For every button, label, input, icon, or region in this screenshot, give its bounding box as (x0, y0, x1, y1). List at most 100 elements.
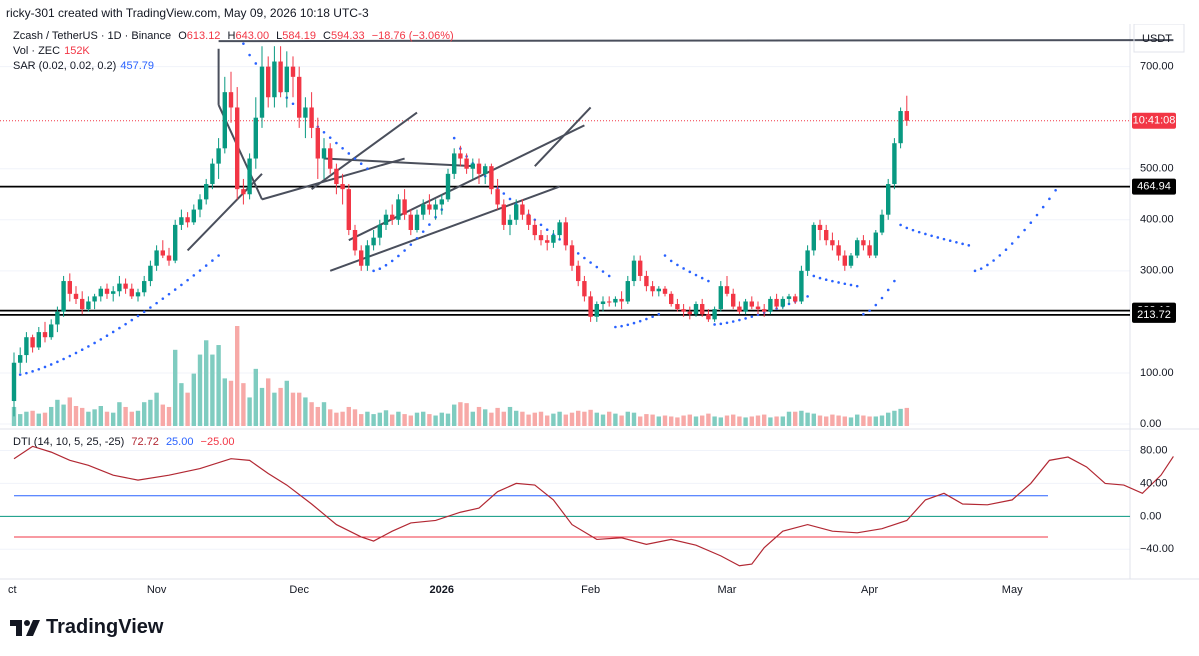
sar-dot (155, 301, 158, 305)
sar-dot (242, 42, 245, 45)
candle-body (222, 92, 227, 149)
volume-bar (123, 406, 128, 426)
sar-dot (397, 254, 400, 258)
volume-bar (731, 414, 736, 426)
volume-bar (464, 403, 469, 426)
sar-dot (744, 317, 747, 320)
sar-dot (589, 261, 592, 264)
sar-dot (905, 226, 909, 230)
candle-body (607, 301, 612, 303)
sar-dot (1017, 235, 1020, 239)
volume-bar (718, 417, 723, 426)
candle-body (55, 311, 60, 325)
sar-dot (576, 252, 580, 255)
brand-name: TradingView (46, 616, 164, 638)
candle-body (873, 232, 878, 256)
level-badge: 213.72 (1137, 309, 1171, 321)
candle-body (210, 163, 215, 185)
sar-dot (508, 197, 512, 201)
candle-body (830, 240, 835, 246)
sar-dot (99, 338, 103, 341)
sar-dot (626, 323, 630, 327)
trendline (218, 39, 1174, 43)
candle-body (185, 217, 190, 223)
volume-bar (631, 412, 637, 426)
candle-body (309, 107, 314, 128)
candle-body (377, 224, 382, 238)
candle-body (228, 92, 234, 108)
candle-body (495, 189, 500, 205)
volume-bar (129, 411, 134, 426)
sar-dot (806, 295, 809, 298)
volume-bar (92, 409, 97, 426)
candle-body (817, 224, 823, 230)
volume-bar (278, 387, 283, 426)
candle-body (718, 286, 723, 310)
sar-dot (403, 249, 406, 252)
sar-dot (731, 320, 735, 323)
level-badge: 464.94 (1137, 181, 1171, 193)
candle-body (365, 245, 370, 266)
candle-body (526, 214, 531, 225)
volume-bar (867, 416, 872, 426)
legend-symbol[interactable]: Zcash / TetherUS · 1D · Binance (13, 30, 172, 42)
candle-body (731, 293, 736, 307)
sar-dot (1048, 197, 1051, 201)
candle-body (855, 240, 860, 256)
sar-dot (25, 371, 28, 375)
sar-dot (812, 274, 816, 278)
candle-body (675, 304, 680, 310)
volume-bar (588, 409, 593, 426)
volume-bar (396, 411, 401, 426)
volume-bar (259, 387, 265, 426)
legend-low: 584.19 (282, 30, 316, 42)
sar-dot (669, 259, 673, 263)
candle-body (638, 260, 643, 276)
volume-bar (117, 402, 122, 426)
volume-bar (24, 411, 29, 426)
candle-body (197, 199, 203, 210)
volume-bar (290, 392, 296, 426)
sar-dot (874, 303, 878, 307)
sar-dot (18, 373, 22, 376)
sar-dot (992, 259, 995, 262)
time-label: Apr (861, 584, 878, 596)
volume-bar (551, 413, 556, 426)
candle-body (30, 337, 35, 348)
volume-bar (328, 409, 333, 426)
sar-dot (335, 141, 338, 145)
volume-bar (321, 402, 327, 426)
volume-bar (476, 406, 482, 426)
volume-bar (445, 413, 451, 426)
candle-body (390, 214, 395, 220)
candle-body (340, 184, 345, 190)
sar-dot (614, 325, 617, 329)
volume-bar (371, 414, 376, 426)
volume-bar (228, 380, 234, 426)
volume-bar (148, 399, 153, 426)
trendline (261, 157, 405, 201)
sar-dot (651, 315, 654, 319)
volume-bar (185, 392, 190, 426)
trendlines (186, 39, 1174, 272)
candle-body (774, 298, 779, 307)
sar-dot (37, 367, 41, 371)
volume-bar (377, 412, 382, 426)
sar-dot (862, 312, 865, 316)
sar-dot (1004, 248, 1008, 252)
sar-dot (161, 297, 165, 300)
candle-body (619, 298, 624, 302)
sar-dot (173, 288, 177, 291)
volume-bar (662, 415, 668, 426)
candle-body (445, 173, 451, 200)
candle-body (867, 245, 872, 256)
sar-dot (756, 313, 760, 317)
volume-bars (11, 326, 909, 426)
sar-dot (180, 283, 183, 287)
price-axis[interactable]: USDT 700.00 500.00 400.00 300.00 100.00 0.00 80… (1132, 24, 1185, 555)
volume-bar (235, 326, 240, 426)
chart-canvas[interactable]: USDT 700.00 500.00 400.00 300.00 100.00 0.00 80… (0, 24, 1199, 614)
legend-volume-row: Vol · ZEC 152K (13, 45, 90, 57)
volume-bar (160, 404, 165, 426)
time-axis[interactable]: ct Nov Dec 2026 Feb Mar Apr May (8, 584, 1023, 596)
